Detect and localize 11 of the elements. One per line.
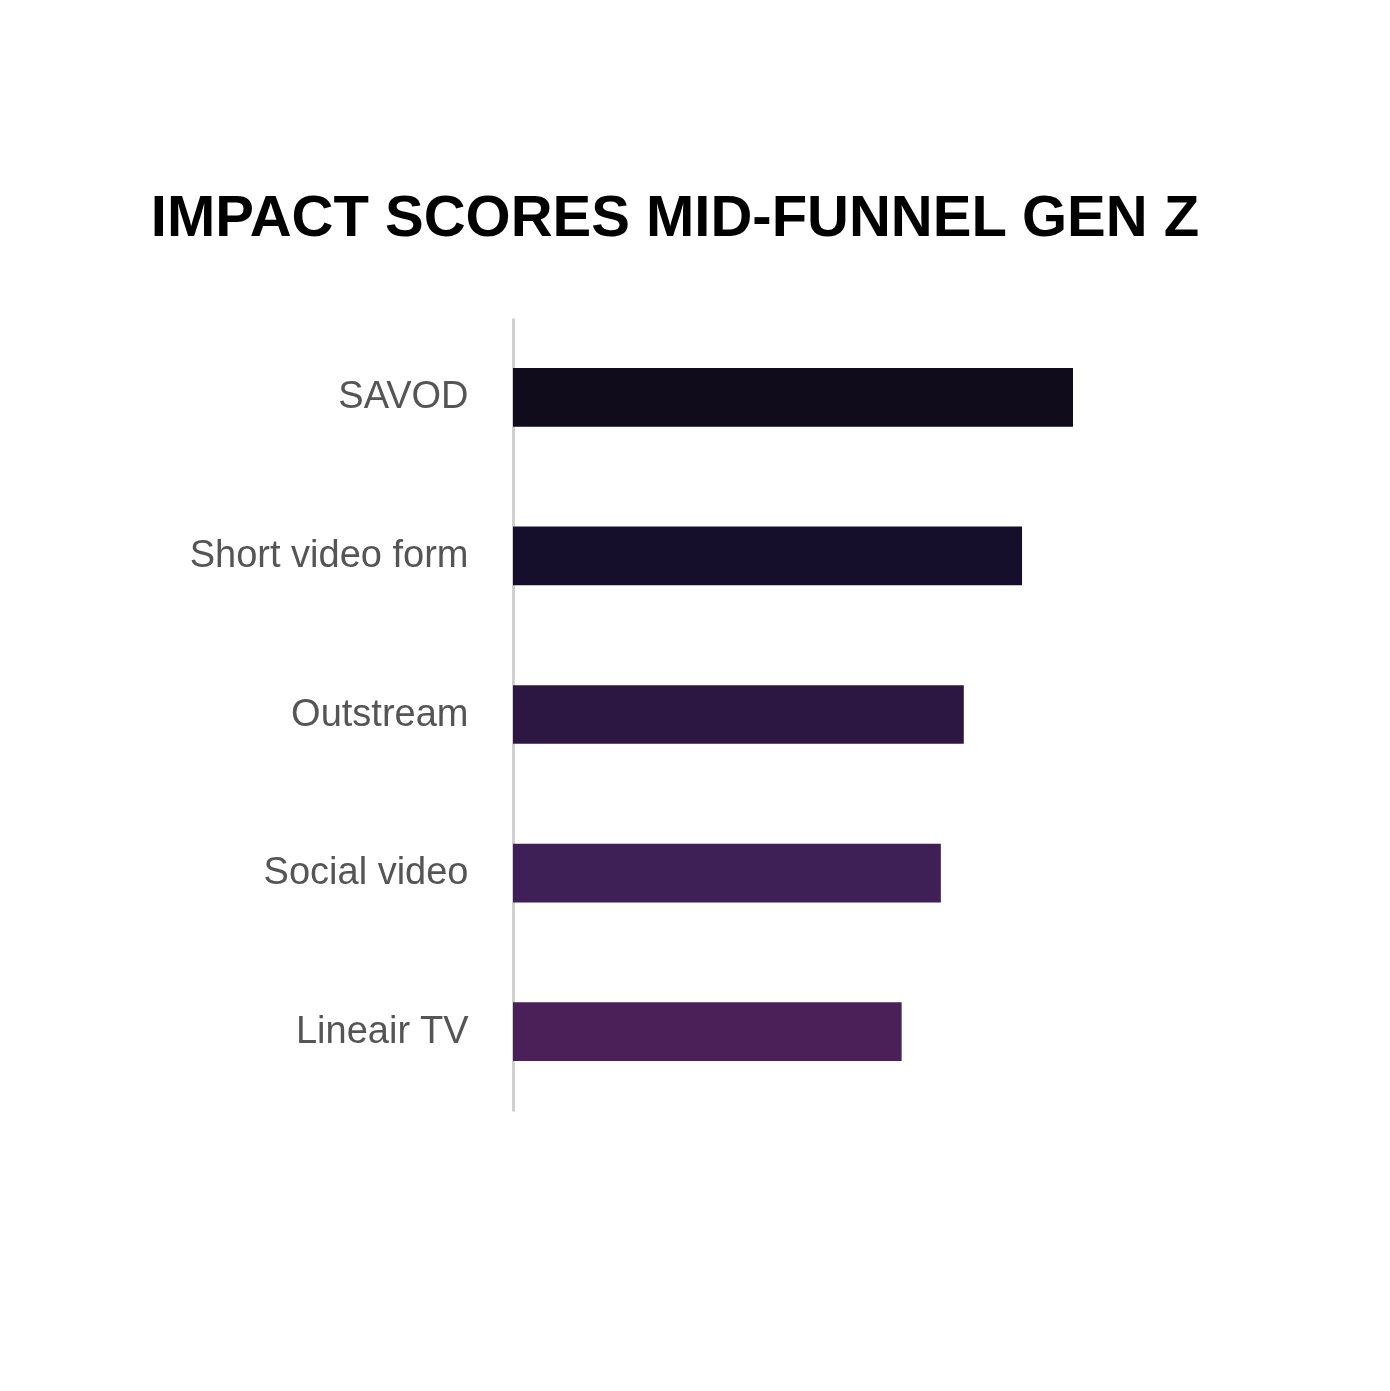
bar [513,1002,902,1062]
y-tick-label: Outstream [291,691,469,734]
y-tick-label: Social video [263,850,469,893]
y-tick-label: SAVOD [338,374,469,417]
y-tick-label: Short video form [189,532,469,575]
bar [513,843,941,903]
y-tick-label: Lineair TV [295,1008,470,1051]
chart-title: IMPACT SCORES MID-FUNNEL GEN Z [150,183,1200,248]
bar [513,685,964,744]
bar [513,526,1023,586]
bar [513,367,1073,427]
